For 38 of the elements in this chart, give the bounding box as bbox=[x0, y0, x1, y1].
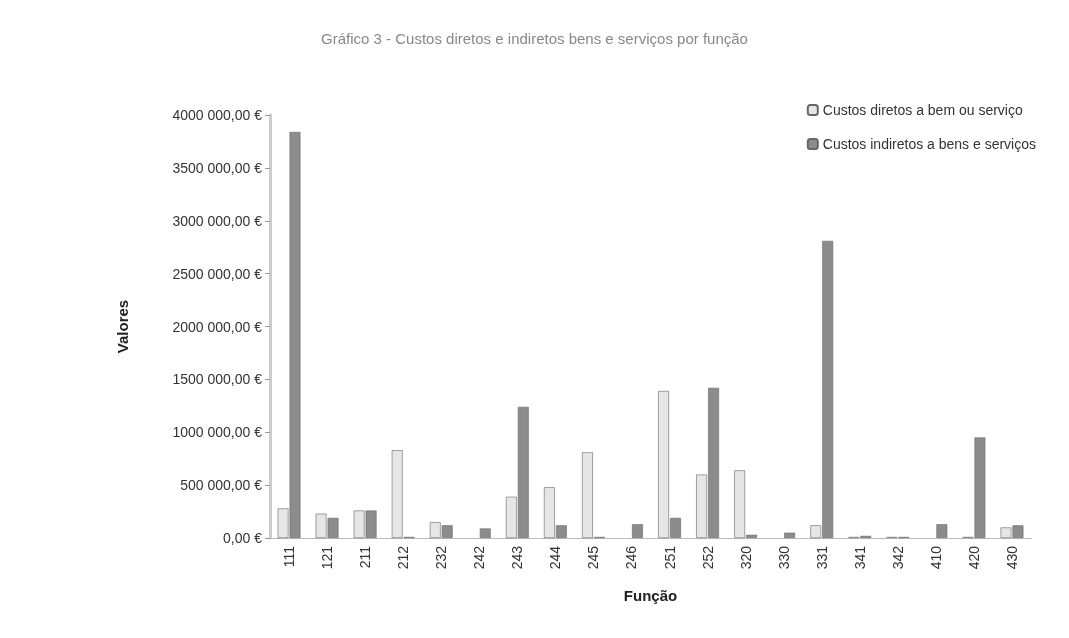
x-tick-label: 244 bbox=[547, 545, 564, 570]
legend-label: Custos diretos a bem ou serviço bbox=[822, 102, 1023, 118]
x-tick-label: 420 bbox=[965, 545, 982, 570]
x-tick-label: 111 bbox=[281, 545, 298, 568]
y-tick-label: 4000 000,00 € bbox=[172, 107, 263, 123]
bar bbox=[936, 524, 948, 538]
y-axis-title: Valores bbox=[114, 299, 131, 354]
x-tick-label: 232 bbox=[433, 545, 450, 570]
x-tick-label: 342 bbox=[889, 545, 906, 570]
x-tick-label: 243 bbox=[509, 545, 526, 570]
y-tick-label: 3500 000,00 € bbox=[172, 159, 263, 176]
legend-label: Custos indiretos a bens e serviços bbox=[822, 136, 1037, 152]
y-tick-label: 2500 000,00 € bbox=[172, 265, 263, 282]
chart-title: Gráfico 3 - Custos diretos e indiretos bens e serviços por função bbox=[321, 30, 748, 47]
x-tick-label: 252 bbox=[699, 545, 716, 570]
bar bbox=[632, 524, 643, 538]
x-tick-label: 430 bbox=[1003, 545, 1020, 570]
bar bbox=[479, 528, 491, 538]
x-tick-label: 246 bbox=[623, 545, 640, 570]
x-tick-label: 320 bbox=[737, 545, 754, 570]
y-tick-label: 1000 000,00 € bbox=[172, 424, 263, 441]
x-tick-label: 212 bbox=[395, 545, 412, 570]
x-tick-label: 242 bbox=[471, 545, 488, 570]
x-tick-label: 121 bbox=[319, 545, 336, 570]
x-tick-label: 341 bbox=[851, 545, 868, 570]
y-tick-label: 2000 000,00 € bbox=[172, 318, 263, 335]
x-tick-label: 245 bbox=[585, 545, 602, 570]
x-tick-label: 410 bbox=[927, 545, 944, 570]
x-tick-label: 330 bbox=[775, 545, 792, 570]
x-tick-label: 331 bbox=[813, 545, 830, 570]
y-tick-label: 3000 000,00 € bbox=[172, 212, 263, 229]
y-tick-label: 1500 000,00 € bbox=[172, 371, 263, 388]
x-tick-label: 211 bbox=[357, 545, 374, 569]
y-tick-label: 0,00 € bbox=[223, 530, 263, 546]
x-tick-label: 251 bbox=[661, 545, 678, 570]
bar bbox=[784, 532, 796, 538]
y-tick-label: 500 000,00 € bbox=[180, 477, 263, 494]
x-axis-title: Função bbox=[623, 587, 678, 604]
